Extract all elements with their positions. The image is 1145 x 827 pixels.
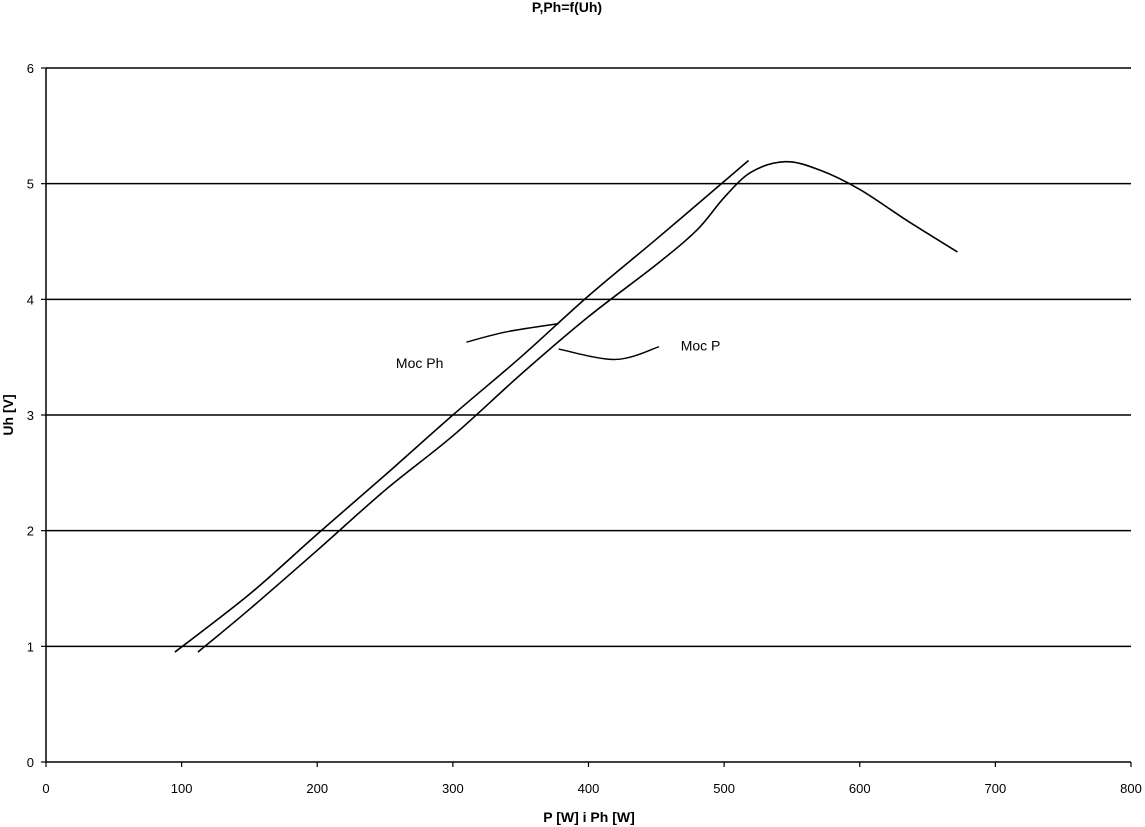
x-tick-label: 200	[306, 781, 328, 796]
x-axis-title: P [W] i Ph [W]	[543, 809, 635, 825]
y-tick-label: 4	[27, 292, 34, 307]
y-tick-label: 6	[27, 61, 34, 76]
gridlines	[46, 67, 1131, 648]
y-tick-label: 5	[27, 177, 34, 192]
x-tick-label: 500	[713, 781, 735, 796]
y-axis-title: Uh [V]	[0, 394, 16, 435]
x-tick-label: 0	[42, 781, 49, 796]
x-tick-label: 100	[171, 781, 193, 796]
annotation-leader	[558, 346, 660, 361]
x-axis-ticks: 0 100 200 300 400 500 600 700 800	[42, 762, 1142, 796]
x-tick-label: 300	[442, 781, 464, 796]
x-tick-label: 600	[849, 781, 871, 796]
y-axis-ticks: 0 1 2 3 4 5 6	[27, 61, 46, 770]
series-line-moc-p	[197, 160, 958, 653]
annotations: Moc Ph Moc P	[396, 322, 721, 371]
series-lines	[174, 159, 958, 653]
y-tick-label: 0	[27, 755, 34, 770]
annotation-label: Moc P	[681, 338, 721, 354]
chart-title: P,Ph=f(Uh)	[532, 0, 602, 15]
series-line-moc-ph	[174, 159, 750, 653]
y-tick-label: 3	[27, 408, 34, 423]
y-tick-label: 1	[27, 639, 34, 654]
x-tick-label: 400	[578, 781, 600, 796]
y-tick-label: 2	[27, 524, 34, 539]
annotation-leader	[466, 322, 559, 343]
annotation-label: Moc Ph	[396, 355, 443, 371]
x-tick-label: 800	[1120, 781, 1142, 796]
x-tick-label: 700	[985, 781, 1007, 796]
